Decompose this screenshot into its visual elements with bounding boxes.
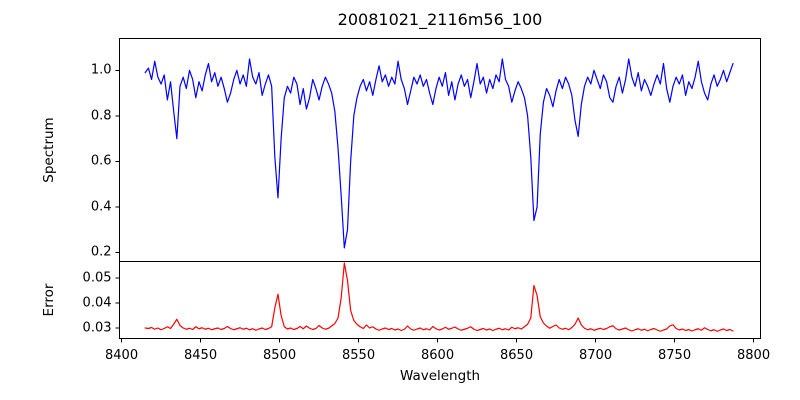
error-ytick-label-0.05: 0.05 <box>82 270 112 286</box>
xtick-label-8550: 8550 <box>342 347 376 363</box>
xtick-label-8750: 8750 <box>658 347 692 363</box>
xtick-label-8500: 8500 <box>263 347 297 363</box>
xtick-label-8700: 8700 <box>579 347 613 363</box>
chart-title: 20081021_2116m56_100 <box>337 10 543 29</box>
xtick-label-8400: 8400 <box>105 347 139 363</box>
spectrum-ytick-label-0.2: 0.2 <box>90 244 112 260</box>
error-ytick-label-0.04: 0.04 <box>82 295 112 311</box>
xtick-label-8800: 8800 <box>737 347 771 363</box>
error-panel-frame <box>119 261 761 339</box>
xtick-label-8650: 8650 <box>500 347 534 363</box>
x-axis-label: Wavelength <box>399 368 481 384</box>
error-line <box>144 262 734 332</box>
spectrum-ytick-label-0.8: 0.8 <box>90 108 112 124</box>
xtick-label-8600: 8600 <box>421 347 455 363</box>
error-ytick-label-0.03: 0.03 <box>82 320 112 336</box>
spectrum-ytick-label-0.6: 0.6 <box>90 153 112 169</box>
spectrum-ytick-label-1.0: 1.0 <box>90 62 112 78</box>
spectrum-ytick-label-0.4: 0.4 <box>90 199 112 215</box>
spectrum-line <box>144 58 734 249</box>
xtick-label-8450: 8450 <box>184 347 218 363</box>
